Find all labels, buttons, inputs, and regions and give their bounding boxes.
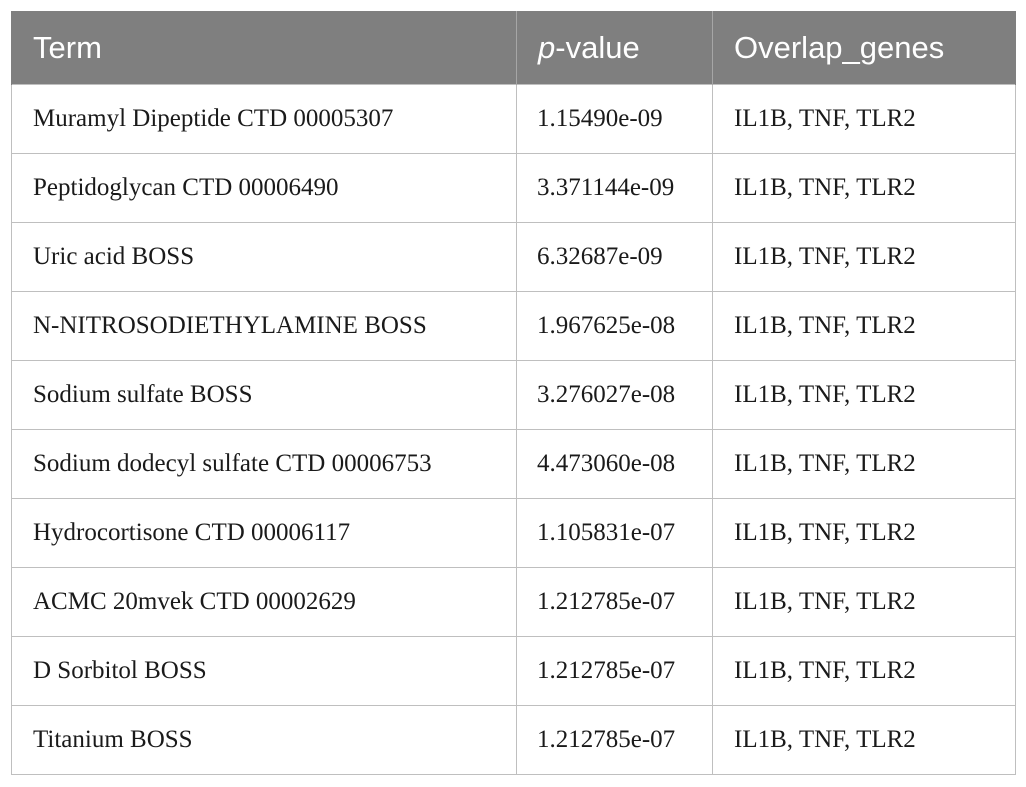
table-row: Muramyl Dipeptide CTD 00005307 1.15490e-…	[11, 84, 1016, 154]
cell-pvalue: 3.276027e-08	[516, 360, 713, 430]
cell-pvalue: 4.473060e-08	[516, 429, 713, 499]
table-row: Titanium BOSS 1.212785e-07 IL1B, TNF, TL…	[11, 705, 1016, 775]
cell-genes: IL1B, TNF, TLR2	[712, 705, 1016, 775]
header-pvalue-italic: p	[538, 30, 556, 65]
table-row: D Sorbitol BOSS 1.212785e-07 IL1B, TNF, …	[11, 636, 1016, 706]
cell-genes: IL1B, TNF, TLR2	[712, 360, 1016, 430]
cell-pvalue: 3.371144e-09	[516, 153, 713, 223]
header-genes: Overlap_genes	[712, 11, 1016, 85]
cell-genes: IL1B, TNF, TLR2	[712, 291, 1016, 361]
cell-genes: IL1B, TNF, TLR2	[712, 222, 1016, 292]
header-term: Term	[11, 11, 517, 85]
cell-pvalue: 6.32687e-09	[516, 222, 713, 292]
cell-pvalue: 1.212785e-07	[516, 636, 713, 706]
cell-term: Sodium sulfate BOSS	[11, 360, 517, 430]
header-pvalue-suffix: -value	[555, 30, 640, 65]
cell-pvalue: 1.212785e-07	[516, 705, 713, 775]
cell-term: Titanium BOSS	[11, 705, 517, 775]
cell-term: Sodium dodecyl sulfate CTD 00006753	[11, 429, 517, 499]
enrichment-table: Term p-value Overlap_genes Muramyl Dipep…	[11, 11, 1016, 775]
cell-term: Muramyl Dipeptide CTD 00005307	[11, 84, 517, 154]
table-row: N-NITROSODIETHYLAMINE BOSS 1.967625e-08 …	[11, 291, 1016, 361]
cell-term: D Sorbitol BOSS	[11, 636, 517, 706]
cell-term: Hydrocortisone CTD 00006117	[11, 498, 517, 568]
cell-pvalue: 1.212785e-07	[516, 567, 713, 637]
table-row: Hydrocortisone CTD 00006117 1.105831e-07…	[11, 498, 1016, 568]
cell-genes: IL1B, TNF, TLR2	[712, 567, 1016, 637]
cell-term: Peptidoglycan CTD 00006490	[11, 153, 517, 223]
cell-term: ACMC 20mvek CTD 00002629	[11, 567, 517, 637]
cell-genes: IL1B, TNF, TLR2	[712, 498, 1016, 568]
enrichment-table-container: Term p-value Overlap_genes Muramyl Dipep…	[11, 11, 1016, 775]
table-row: Uric acid BOSS 6.32687e-09 IL1B, TNF, TL…	[11, 222, 1016, 292]
table-row: Peptidoglycan CTD 00006490 3.371144e-09 …	[11, 153, 1016, 223]
header-pvalue: p-value	[516, 11, 713, 85]
table-header: Term p-value Overlap_genes	[11, 11, 1016, 85]
cell-genes: IL1B, TNF, TLR2	[712, 153, 1016, 223]
header-row: Term p-value Overlap_genes	[11, 11, 1016, 85]
cell-genes: IL1B, TNF, TLR2	[712, 636, 1016, 706]
cell-pvalue: 1.105831e-07	[516, 498, 713, 568]
cell-term: N-NITROSODIETHYLAMINE BOSS	[11, 291, 517, 361]
cell-pvalue: 1.967625e-08	[516, 291, 713, 361]
cell-genes: IL1B, TNF, TLR2	[712, 84, 1016, 154]
table-row: ACMC 20mvek CTD 00002629 1.212785e-07 IL…	[11, 567, 1016, 637]
cell-pvalue: 1.15490e-09	[516, 84, 713, 154]
table-body: Muramyl Dipeptide CTD 00005307 1.15490e-…	[11, 84, 1016, 775]
table-row: Sodium sulfate BOSS 3.276027e-08 IL1B, T…	[11, 360, 1016, 430]
cell-term: Uric acid BOSS	[11, 222, 517, 292]
table-row: Sodium dodecyl sulfate CTD 00006753 4.47…	[11, 429, 1016, 499]
cell-genes: IL1B, TNF, TLR2	[712, 429, 1016, 499]
